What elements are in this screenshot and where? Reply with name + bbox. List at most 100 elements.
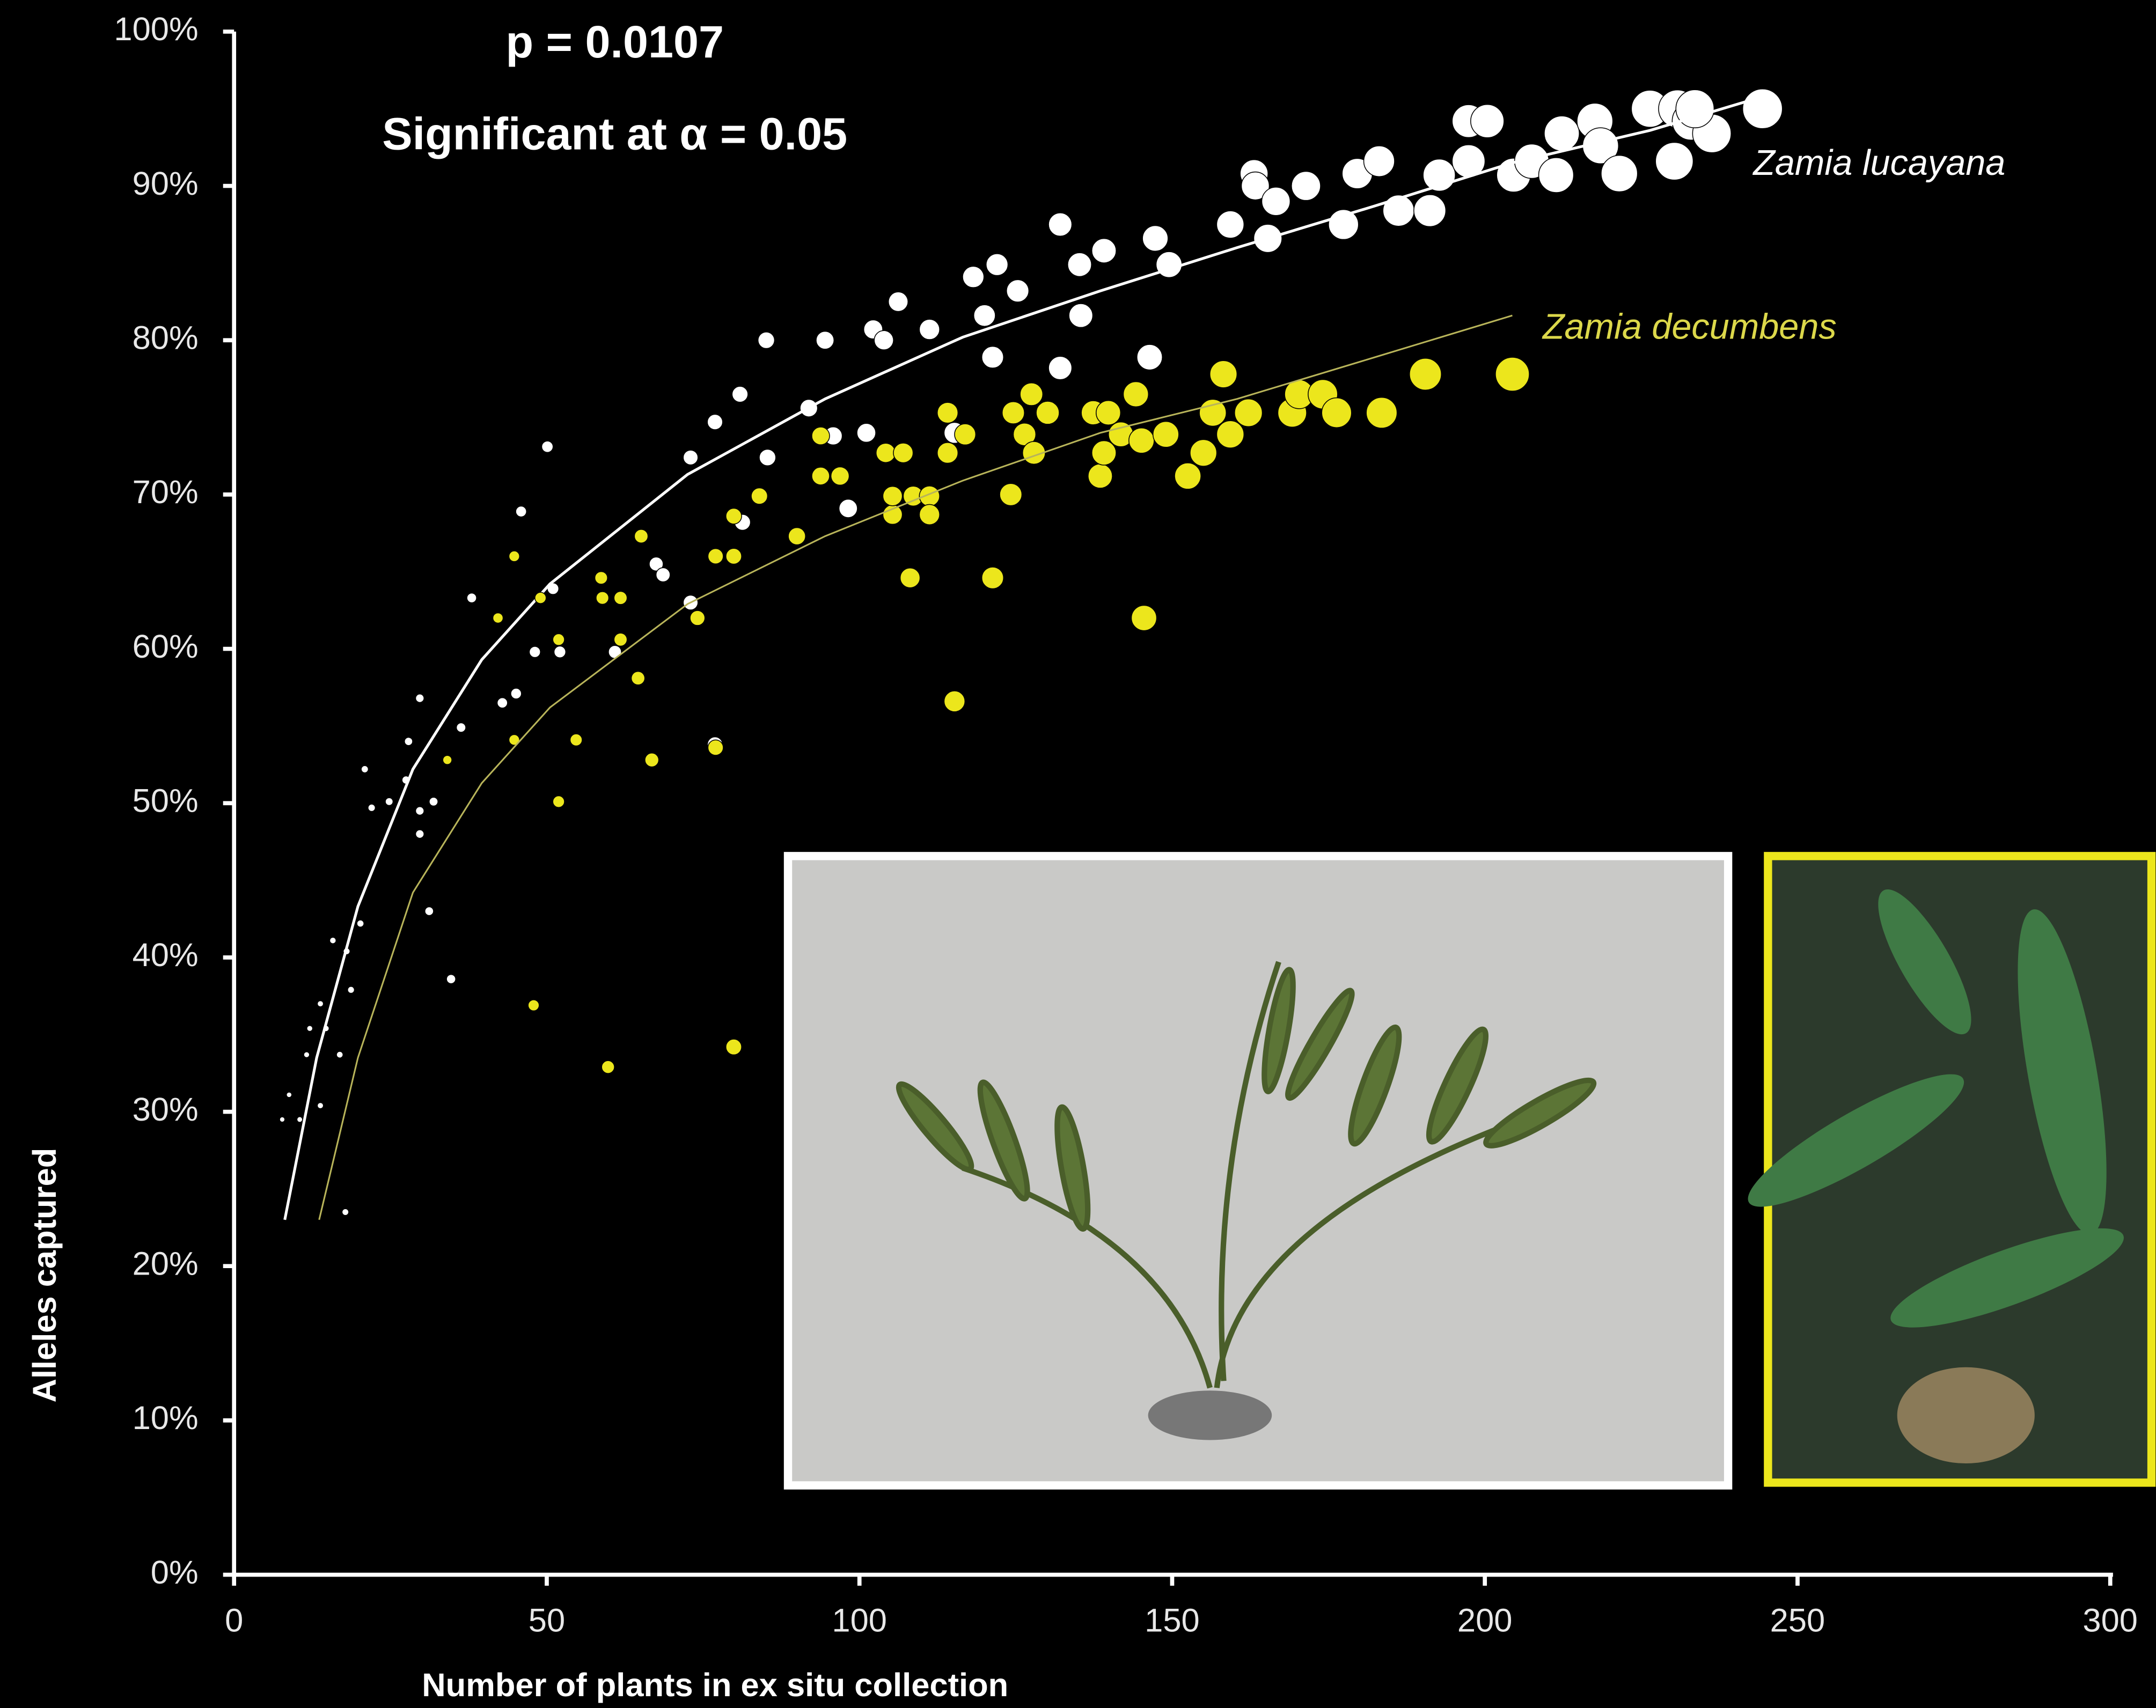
point [614,633,627,646]
point [839,499,857,518]
point [919,504,940,525]
point [529,646,540,658]
point [443,755,452,764]
annotation: Significant at α = 0.05 [382,108,847,159]
point [528,1000,539,1011]
point [535,592,546,603]
x-tick-label: 150 [1145,1602,1200,1639]
point [357,920,364,927]
y-tick-label: 40% [133,937,199,974]
point [759,449,776,466]
point [1002,402,1025,424]
y-tick-label: 100% [114,11,198,48]
point [511,688,522,699]
photos [788,856,2152,1485]
point [596,592,609,605]
point [883,505,902,524]
x-tick-label: 250 [1770,1602,1825,1639]
point [1007,279,1029,302]
point [1601,156,1638,192]
point [467,593,476,603]
point [812,467,830,485]
point [1743,89,1783,129]
x-tick-label: 50 [529,1602,565,1639]
y-tick-label: 60% [133,628,199,665]
point [497,698,508,708]
point [1036,401,1059,424]
point [1655,142,1693,180]
point [429,797,438,806]
x-tick-label: 100 [832,1602,887,1639]
point [690,610,705,625]
point [329,937,336,944]
chart: p = 0.0107 Significant at α = 0.05 Numbe… [0,0,2156,1708]
point [1153,422,1179,447]
point [307,1026,313,1032]
point [707,414,723,430]
point [982,567,1004,589]
photo-lucayana [788,856,1728,1485]
point [415,830,424,838]
point [919,319,940,340]
point [1137,344,1162,370]
point [1216,421,1244,448]
point [1048,356,1072,380]
point [726,1039,742,1055]
point [1235,399,1263,427]
point [1216,211,1244,238]
point [726,508,742,524]
y-axis-label: Alleles captured [26,1148,63,1403]
point [1495,357,1529,391]
point [986,254,1008,276]
series-label: Zamia decumbens [1542,307,1837,347]
point [554,646,566,658]
point [1190,439,1217,466]
y-tick-label: 0% [151,1554,199,1591]
point [446,975,456,984]
point [297,1117,303,1123]
point [982,347,1004,369]
point [974,305,995,326]
point [317,1000,323,1006]
point [1131,605,1156,630]
point [1210,360,1237,388]
point [570,734,582,746]
point [368,804,376,812]
x-tick-label: 200 [1457,1602,1513,1639]
x-tick-label: 0 [225,1602,243,1639]
point [1048,213,1072,237]
x-tick-label: 300 [2082,1602,2138,1639]
point [280,1117,285,1122]
point [1092,441,1116,465]
point [1544,116,1579,151]
y-tick-label: 70% [133,474,199,511]
point [1142,226,1168,252]
point [361,765,368,772]
series-label: Zamia lucayana [1752,143,2005,183]
x-axis-label: Number of plants in ex situ collection [422,1667,1008,1704]
point [1175,463,1201,489]
point [595,571,608,584]
point [1539,158,1574,193]
point [1068,253,1091,276]
point [415,694,424,703]
point [415,807,424,815]
y-tick-label: 10% [133,1400,199,1437]
point [1069,304,1092,327]
point [726,548,742,564]
point [937,443,958,463]
point [348,986,355,993]
point [708,740,723,755]
point [1410,358,1441,390]
point [516,506,526,517]
y-tick-label: 20% [133,1245,199,1282]
point [893,443,913,463]
point [385,798,393,805]
point [1129,428,1154,453]
point [788,528,805,545]
point [656,568,670,581]
point [937,402,958,423]
page: p = 0.0107 Significant at α = 0.05 Numbe… [0,0,2156,1708]
point [541,441,553,452]
point [1096,401,1121,425]
